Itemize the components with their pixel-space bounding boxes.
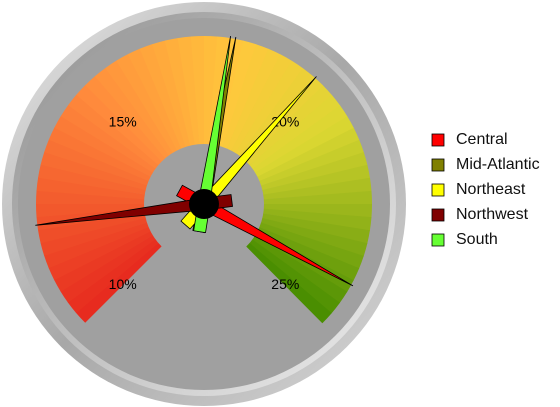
gauge-band bbox=[75, 241, 163, 323]
gauge-band bbox=[261, 204, 372, 218]
legend-swatch bbox=[431, 233, 445, 247]
gauge-band bbox=[244, 241, 332, 324]
gauge-band bbox=[259, 152, 368, 191]
gauge-band bbox=[230, 54, 293, 155]
legend-label: Mid-Atlantic bbox=[456, 156, 540, 173]
tick-label: 15% bbox=[109, 113, 137, 129]
legend-swatch bbox=[431, 183, 445, 197]
gauge-band bbox=[40, 217, 149, 256]
legend-swatch bbox=[431, 208, 445, 222]
gauge-band bbox=[260, 213, 370, 244]
gauge-band bbox=[36, 203, 147, 218]
gauge-band bbox=[255, 226, 360, 281]
gauge-band bbox=[261, 190, 372, 205]
gauge-band bbox=[85, 75, 167, 163]
gauge-band bbox=[234, 60, 304, 158]
gauge-band bbox=[54, 230, 155, 292]
gauge-band bbox=[261, 177, 372, 200]
legend-swatch bbox=[431, 133, 445, 147]
tick-label: 25% bbox=[271, 276, 299, 292]
gauge-band bbox=[94, 67, 171, 160]
legend-label: South bbox=[456, 231, 498, 248]
gauge-band bbox=[217, 40, 257, 149]
gauge-band bbox=[164, 37, 196, 148]
gauge-band bbox=[238, 68, 314, 161]
needle-cap bbox=[189, 189, 219, 219]
gauge-band bbox=[139, 44, 187, 151]
needle bbox=[180, 76, 317, 230]
gauge-band bbox=[177, 36, 200, 147]
needle bbox=[35, 194, 233, 226]
gauge-band bbox=[257, 139, 364, 187]
gauge-band bbox=[44, 221, 151, 269]
legend-label: Central bbox=[456, 131, 508, 148]
gauge-band bbox=[190, 36, 205, 147]
gauge-band bbox=[67, 237, 160, 314]
gauge-band bbox=[152, 40, 191, 149]
gauge-band bbox=[36, 177, 147, 200]
gauge-band bbox=[250, 105, 348, 174]
gauge-band bbox=[245, 85, 333, 167]
gauge-band bbox=[261, 208, 372, 231]
gauge-band bbox=[116, 54, 178, 155]
needle bbox=[193, 36, 231, 234]
gauge-band bbox=[48, 225, 153, 281]
gauge-band bbox=[221, 44, 269, 151]
gauge-band bbox=[105, 60, 174, 158]
tick-label: 10% bbox=[109, 276, 137, 292]
gauge-band bbox=[127, 48, 183, 153]
gauge-band bbox=[37, 212, 148, 244]
gauge-band bbox=[250, 234, 348, 304]
gauge-band bbox=[68, 94, 161, 170]
legend-label: Northwest bbox=[456, 206, 529, 223]
legend-label: Northeast bbox=[456, 181, 526, 198]
legend-swatch bbox=[431, 158, 445, 172]
gauge-band bbox=[247, 238, 340, 314]
gauge-band bbox=[60, 104, 158, 174]
gauge-band bbox=[204, 36, 218, 147]
gauge-band bbox=[36, 190, 147, 204]
gauge-band bbox=[257, 221, 364, 269]
gauge-band bbox=[44, 139, 151, 187]
gauge-band bbox=[60, 234, 158, 303]
gauge-band bbox=[48, 127, 153, 182]
gauge-band bbox=[38, 164, 148, 195]
gauge-band bbox=[253, 116, 354, 178]
gauge-band bbox=[40, 151, 149, 191]
gauge-band bbox=[76, 84, 164, 167]
gauge-band bbox=[54, 115, 155, 178]
gauge-band bbox=[248, 94, 341, 171]
gauge-band bbox=[260, 164, 371, 196]
gauge-band bbox=[259, 217, 368, 257]
gauge-band bbox=[226, 48, 281, 153]
needle bbox=[176, 184, 354, 287]
gauge-band bbox=[255, 127, 360, 183]
